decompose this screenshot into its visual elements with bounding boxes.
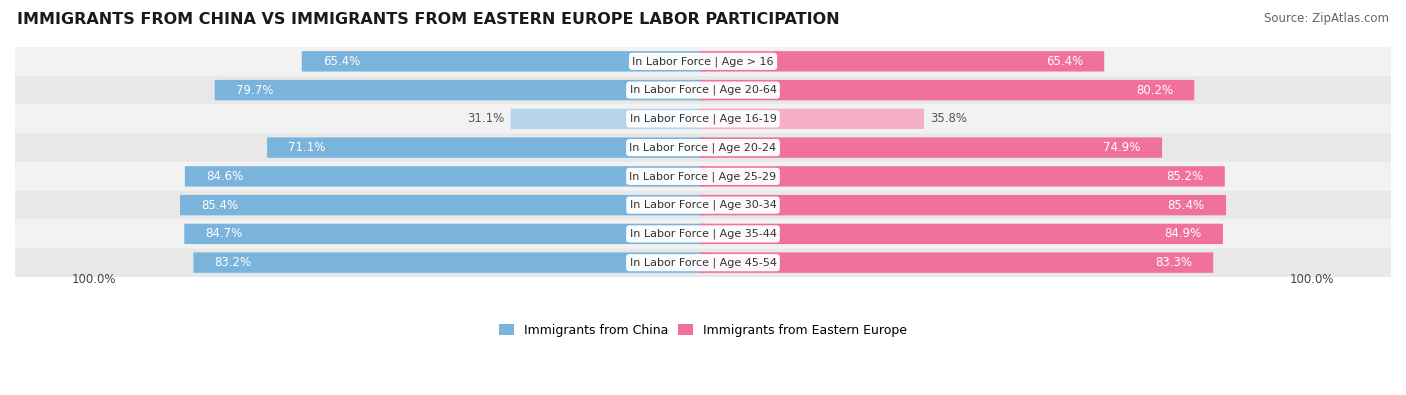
FancyBboxPatch shape [184,224,706,244]
Text: 85.4%: 85.4% [1167,199,1205,212]
FancyBboxPatch shape [700,195,1226,215]
FancyBboxPatch shape [3,191,1403,220]
Text: 100.0%: 100.0% [1289,273,1334,286]
Text: 65.4%: 65.4% [1046,55,1083,68]
Text: 79.7%: 79.7% [236,84,273,97]
Text: In Labor Force | Age 30-34: In Labor Force | Age 30-34 [630,200,776,211]
Text: 71.1%: 71.1% [288,141,326,154]
Text: 83.2%: 83.2% [215,256,252,269]
FancyBboxPatch shape [3,105,1403,133]
Text: 84.9%: 84.9% [1164,228,1202,241]
FancyBboxPatch shape [215,80,706,100]
Text: 80.2%: 80.2% [1136,84,1173,97]
Text: 100.0%: 100.0% [72,273,117,286]
FancyBboxPatch shape [180,195,706,215]
Text: 35.8%: 35.8% [931,112,967,125]
Text: 65.4%: 65.4% [323,55,360,68]
FancyBboxPatch shape [3,248,1403,277]
Text: In Labor Force | Age 25-29: In Labor Force | Age 25-29 [630,171,776,182]
FancyBboxPatch shape [700,109,924,129]
Text: In Labor Force | Age 45-54: In Labor Force | Age 45-54 [630,258,776,268]
FancyBboxPatch shape [3,220,1403,248]
Text: In Labor Force | Age 16-19: In Labor Force | Age 16-19 [630,114,776,124]
FancyBboxPatch shape [510,109,706,129]
FancyBboxPatch shape [267,137,706,158]
Text: 85.2%: 85.2% [1167,170,1204,183]
Text: In Labor Force | Age 35-44: In Labor Force | Age 35-44 [630,229,776,239]
FancyBboxPatch shape [3,76,1403,105]
Text: 84.7%: 84.7% [205,228,243,241]
FancyBboxPatch shape [700,224,1223,244]
Text: In Labor Force | Age 20-64: In Labor Force | Age 20-64 [630,85,776,95]
FancyBboxPatch shape [302,51,706,71]
FancyBboxPatch shape [700,252,1213,273]
Text: 74.9%: 74.9% [1104,141,1140,154]
Text: IMMIGRANTS FROM CHINA VS IMMIGRANTS FROM EASTERN EUROPE LABOR PARTICIPATION: IMMIGRANTS FROM CHINA VS IMMIGRANTS FROM… [17,12,839,27]
FancyBboxPatch shape [3,162,1403,191]
FancyBboxPatch shape [3,133,1403,162]
Text: 85.4%: 85.4% [201,199,239,212]
Text: In Labor Force | Age > 16: In Labor Force | Age > 16 [633,56,773,67]
FancyBboxPatch shape [184,166,706,186]
Text: In Labor Force | Age 20-24: In Labor Force | Age 20-24 [630,142,776,153]
Text: Source: ZipAtlas.com: Source: ZipAtlas.com [1264,12,1389,25]
Text: 83.3%: 83.3% [1154,256,1192,269]
FancyBboxPatch shape [194,252,706,273]
FancyBboxPatch shape [700,51,1104,71]
FancyBboxPatch shape [700,80,1194,100]
FancyBboxPatch shape [700,137,1163,158]
FancyBboxPatch shape [3,47,1403,76]
FancyBboxPatch shape [700,166,1225,186]
Text: 31.1%: 31.1% [467,112,505,125]
Legend: Immigrants from China, Immigrants from Eastern Europe: Immigrants from China, Immigrants from E… [494,319,912,342]
Text: 84.6%: 84.6% [207,170,243,183]
